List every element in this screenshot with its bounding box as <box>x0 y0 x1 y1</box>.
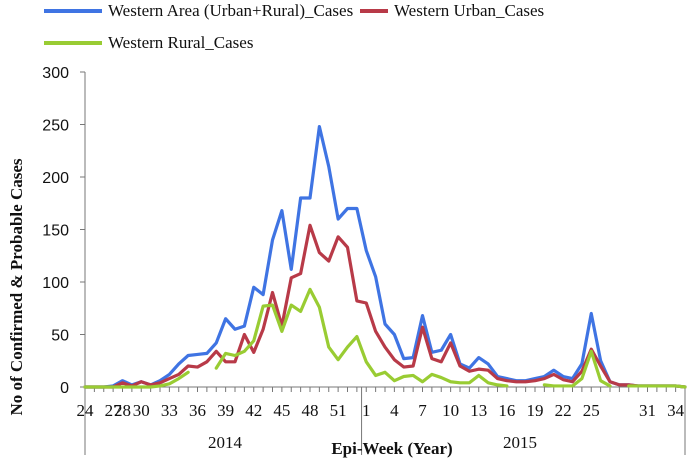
y-tick-label: 150 <box>42 223 69 240</box>
x-tick-label: 25 <box>583 401 600 420</box>
x-tick-label: 16 <box>498 401 515 420</box>
x-tick-label: 30 <box>133 401 150 420</box>
x-axis: 24 27 30 33 36 39 42 45 48 51 1 4 7 10 13 16 19 22 25 28 31 3… <box>77 386 686 455</box>
legend-item-western-urban: Western Urban_Cases <box>360 1 544 21</box>
series-line <box>627 384 687 389</box>
y-axis-label: No of Confirmed & Probable Cases <box>7 158 26 415</box>
x-tick-label: 13 <box>470 401 487 420</box>
x-tick-label: 48 <box>302 401 319 420</box>
legend-item-western-area: Western Area (Urban+Rural)_Cases <box>44 1 353 21</box>
legend-label-western-rural: Western Rural_Cases <box>108 33 254 52</box>
legend-swatch-western-area <box>44 9 102 13</box>
x-tick-label: 36 <box>189 401 206 420</box>
x-tick-label: 7 <box>418 401 427 420</box>
x-tick-label: 45 <box>273 401 290 420</box>
x-tick-label: 28 <box>114 401 131 420</box>
x-tick-label: 10 <box>442 401 459 420</box>
x-tick-label: 19 <box>527 401 544 420</box>
y-tick-label: 0 <box>60 380 69 397</box>
series-line <box>83 370 190 389</box>
series-1 <box>83 124 687 389</box>
series-2 <box>83 223 687 389</box>
x-tick-label: 4 <box>390 401 399 420</box>
y-tick-label: 50 <box>51 328 69 345</box>
y-tick-label: 200 <box>42 170 69 187</box>
x-tick-label: 42 <box>245 401 262 420</box>
y-tick-label: 250 <box>42 118 69 135</box>
x-tick-label: 31 <box>639 401 656 420</box>
x-tick-label: 24 <box>77 401 95 420</box>
series-line <box>542 349 612 388</box>
y-tick-label: 100 <box>42 275 69 292</box>
legend-label-western-urban: Western Urban_Cases <box>394 1 545 20</box>
legend-label-western-area: Western Area (Urban+Rural)_Cases <box>108 1 354 20</box>
x-tick-label: 39 <box>217 401 234 420</box>
x-axis-label: Epi-Week (Year) <box>331 439 452 458</box>
x-tick-label: 33 <box>161 401 178 420</box>
legend-item-western-rural: Western Rural_Cases <box>44 33 253 53</box>
legend-swatch-western-rural <box>44 41 102 45</box>
series-line <box>83 124 687 389</box>
legend-swatch-western-urban <box>360 9 388 13</box>
x-tick-label: 22 <box>555 401 572 420</box>
series-line <box>83 223 687 389</box>
year-label-2014: 2014 <box>208 433 243 452</box>
x-tick-label: 1 <box>362 401 371 420</box>
series-3 <box>83 287 687 389</box>
x-tick-label: 27 <box>105 401 123 420</box>
series-layer <box>83 124 687 389</box>
x-tick-label: 51 <box>330 401 347 420</box>
x-tick-label: 34 <box>667 401 685 420</box>
series-line <box>214 287 509 388</box>
y-tick-label: 300 <box>42 65 69 82</box>
year-label-2015: 2015 <box>503 433 537 452</box>
y-axis: 0 50 100 150 200 250 300 <box>42 65 86 397</box>
